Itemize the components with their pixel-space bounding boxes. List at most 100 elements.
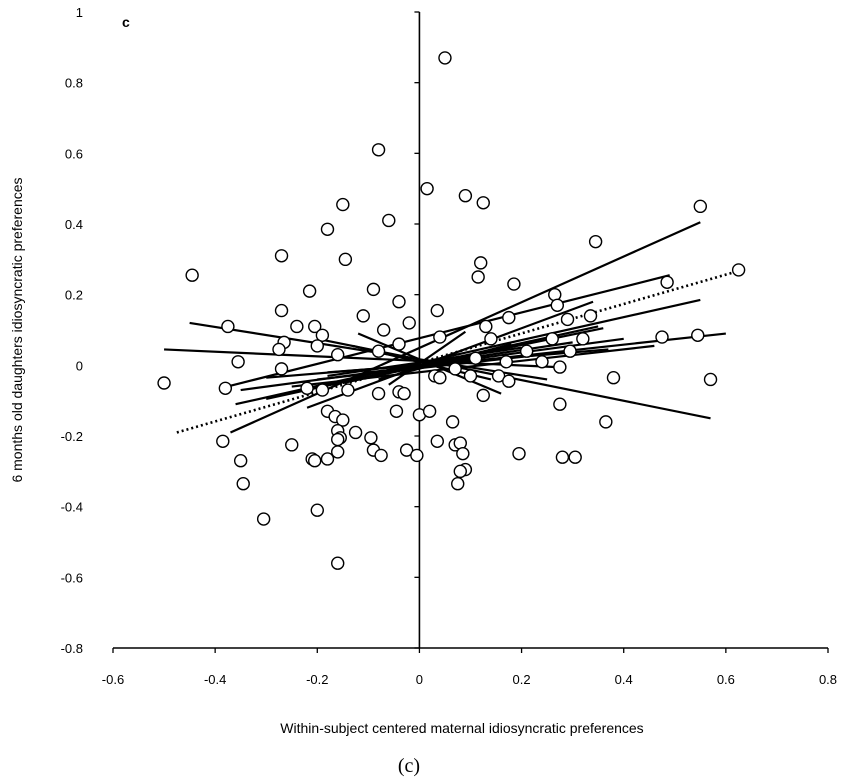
data-point <box>576 332 590 346</box>
data-point <box>553 397 567 411</box>
x-tick-label: 0.4 <box>615 672 633 687</box>
data-point <box>433 330 447 344</box>
y-tick-label: 0.4 <box>65 217 83 232</box>
data-point <box>550 298 565 312</box>
regression-line <box>388 330 467 386</box>
x-tick-label: -0.6 <box>102 672 124 687</box>
data-point <box>302 284 317 298</box>
data-point <box>389 404 404 418</box>
data-point <box>476 388 490 403</box>
data-point <box>371 143 386 157</box>
data-point <box>471 270 485 284</box>
data-point <box>290 319 304 334</box>
regression-lines <box>164 221 737 434</box>
data-point <box>560 312 575 327</box>
data-point <box>563 344 577 358</box>
data-point <box>356 309 370 323</box>
data-point <box>331 445 345 459</box>
y-tick-label: -0.8 <box>61 641 83 656</box>
data-point <box>336 197 350 212</box>
data-point <box>691 328 705 342</box>
data-point <box>341 383 355 397</box>
data-point <box>185 268 199 282</box>
data-point <box>456 446 470 461</box>
data-point <box>236 477 250 491</box>
data-point <box>272 342 286 357</box>
data-point <box>555 450 570 464</box>
regression-line <box>306 300 594 409</box>
data-point <box>476 196 490 210</box>
data-point <box>157 376 171 390</box>
data-point <box>310 339 324 353</box>
axis-labels: -0.6 -0.4 -0.2 0 0.2 0.4 0.6 0.8 -0.8 -0.6 -0.4 -0.… <box>61 5 837 687</box>
data-point <box>308 319 322 334</box>
data-point <box>392 295 406 309</box>
data-points <box>157 51 746 570</box>
data-point <box>468 351 483 365</box>
data-point <box>216 434 230 448</box>
data-point <box>382 213 396 228</box>
data-point <box>331 556 345 570</box>
data-point <box>553 360 567 374</box>
data-point <box>285 438 299 452</box>
data-point <box>479 319 493 334</box>
data-point <box>315 328 330 342</box>
data-point <box>731 263 746 277</box>
data-point <box>422 404 437 418</box>
data-point <box>545 332 559 346</box>
data-point <box>274 362 289 376</box>
data-point <box>433 371 447 385</box>
figure-caption: (c) <box>398 755 420 777</box>
data-point <box>397 386 411 401</box>
data-point <box>221 319 235 334</box>
x-axis-title: Within-subject centered maternal idiosyn… <box>280 720 643 736</box>
data-point <box>512 446 526 461</box>
y-axis-title: 6 months old daughters idiosyncratic pre… <box>9 177 25 482</box>
data-point <box>420 181 434 196</box>
data-point <box>308 454 322 468</box>
data-point <box>310 503 324 517</box>
data-point <box>399 443 414 457</box>
data-point <box>484 332 498 346</box>
data-point <box>535 355 549 369</box>
data-point <box>519 344 534 358</box>
y-tick-label: -0.4 <box>61 500 83 515</box>
x-tick-label: 0.8 <box>819 672 837 687</box>
data-point <box>256 512 271 526</box>
regression-line <box>327 364 420 374</box>
data-point <box>499 355 513 369</box>
data-point <box>448 362 462 376</box>
y-tick-label: 0 <box>76 358 83 373</box>
data-point <box>320 452 335 466</box>
data-point <box>371 386 386 401</box>
data-point <box>402 316 416 330</box>
data-point <box>458 189 473 203</box>
data-point <box>274 249 289 263</box>
y-tick-label: 1 <box>76 5 83 20</box>
data-point <box>599 415 613 429</box>
axes <box>112 11 829 653</box>
data-point <box>331 348 345 362</box>
data-point <box>491 369 506 383</box>
x-tick-label: -0.4 <box>204 672 226 687</box>
data-point <box>588 234 603 249</box>
data-point <box>231 355 245 369</box>
data-point <box>507 277 521 291</box>
data-point <box>606 371 621 385</box>
data-point <box>410 448 424 463</box>
x-tick-label: 0.2 <box>513 672 531 687</box>
x-tick-label: 0.6 <box>717 672 735 687</box>
data-point <box>655 330 669 344</box>
data-point <box>430 303 445 318</box>
data-point <box>218 381 233 395</box>
data-point <box>376 323 391 337</box>
x-tick-label: 0 <box>416 672 423 687</box>
data-point <box>463 369 478 383</box>
y-tick-label: 0.2 <box>65 288 83 303</box>
data-point <box>331 432 345 447</box>
data-point <box>300 381 314 395</box>
data-point <box>660 275 674 289</box>
data-point <box>703 372 718 387</box>
data-point <box>371 344 386 358</box>
